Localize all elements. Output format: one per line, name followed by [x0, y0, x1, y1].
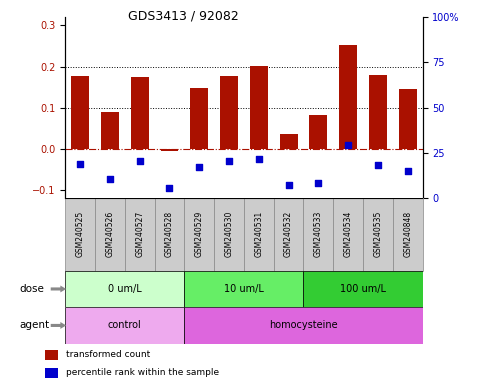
- Text: GSM240528: GSM240528: [165, 211, 174, 257]
- Bar: [185, 307, 423, 344]
- Bar: [155, 198, 185, 271]
- Text: GDS3413 / 92082: GDS3413 / 92082: [128, 10, 239, 23]
- Bar: [65, 198, 95, 271]
- Bar: [45, 350, 58, 360]
- Bar: [190, 88, 208, 149]
- Bar: [125, 198, 155, 271]
- Bar: [303, 271, 423, 307]
- Point: [195, 164, 203, 170]
- Text: 0 um/L: 0 um/L: [108, 284, 142, 294]
- Bar: [65, 307, 185, 344]
- Text: 10 um/L: 10 um/L: [224, 284, 264, 294]
- Text: GSM240533: GSM240533: [314, 211, 323, 257]
- Text: control: control: [108, 320, 142, 331]
- Point: [255, 156, 263, 162]
- Bar: [131, 77, 149, 149]
- Text: 100 um/L: 100 um/L: [340, 284, 386, 294]
- Text: GSM240532: GSM240532: [284, 211, 293, 257]
- Point: [106, 176, 114, 182]
- Bar: [101, 112, 119, 149]
- Bar: [65, 271, 185, 307]
- Bar: [71, 76, 89, 149]
- Point: [76, 161, 84, 167]
- Bar: [339, 45, 357, 149]
- Bar: [95, 198, 125, 271]
- Text: GSM240534: GSM240534: [344, 211, 353, 257]
- Bar: [369, 75, 387, 149]
- Text: agent: agent: [19, 320, 49, 331]
- Bar: [214, 198, 244, 271]
- Point: [404, 168, 412, 174]
- Text: dose: dose: [19, 284, 44, 294]
- Bar: [45, 368, 58, 377]
- Text: GSM240525: GSM240525: [76, 211, 85, 257]
- Bar: [280, 134, 298, 149]
- Text: percentile rank within the sample: percentile rank within the sample: [66, 368, 219, 377]
- Point: [285, 182, 293, 189]
- Bar: [393, 198, 423, 271]
- Bar: [399, 89, 417, 149]
- Bar: [220, 76, 238, 149]
- Bar: [363, 198, 393, 271]
- Text: GSM240531: GSM240531: [255, 211, 263, 257]
- Point: [225, 158, 233, 164]
- Text: GSM240530: GSM240530: [225, 211, 233, 257]
- Point: [166, 184, 173, 190]
- Bar: [185, 198, 214, 271]
- Text: transformed count: transformed count: [66, 351, 150, 359]
- Text: GSM240527: GSM240527: [135, 211, 144, 257]
- Text: GSM240848: GSM240848: [403, 211, 412, 257]
- Text: GSM240526: GSM240526: [105, 211, 114, 257]
- Bar: [333, 198, 363, 271]
- Bar: [274, 198, 303, 271]
- Bar: [250, 66, 268, 149]
- Text: homocysteine: homocysteine: [269, 320, 338, 331]
- Point: [314, 180, 322, 187]
- Bar: [244, 198, 274, 271]
- Bar: [303, 198, 333, 271]
- Text: GSM240529: GSM240529: [195, 211, 204, 257]
- Point: [136, 158, 143, 164]
- Point: [344, 142, 352, 148]
- Text: GSM240535: GSM240535: [373, 211, 383, 257]
- Bar: [185, 271, 303, 307]
- Point: [374, 162, 382, 168]
- Bar: [160, 149, 178, 151]
- Bar: [310, 115, 327, 149]
